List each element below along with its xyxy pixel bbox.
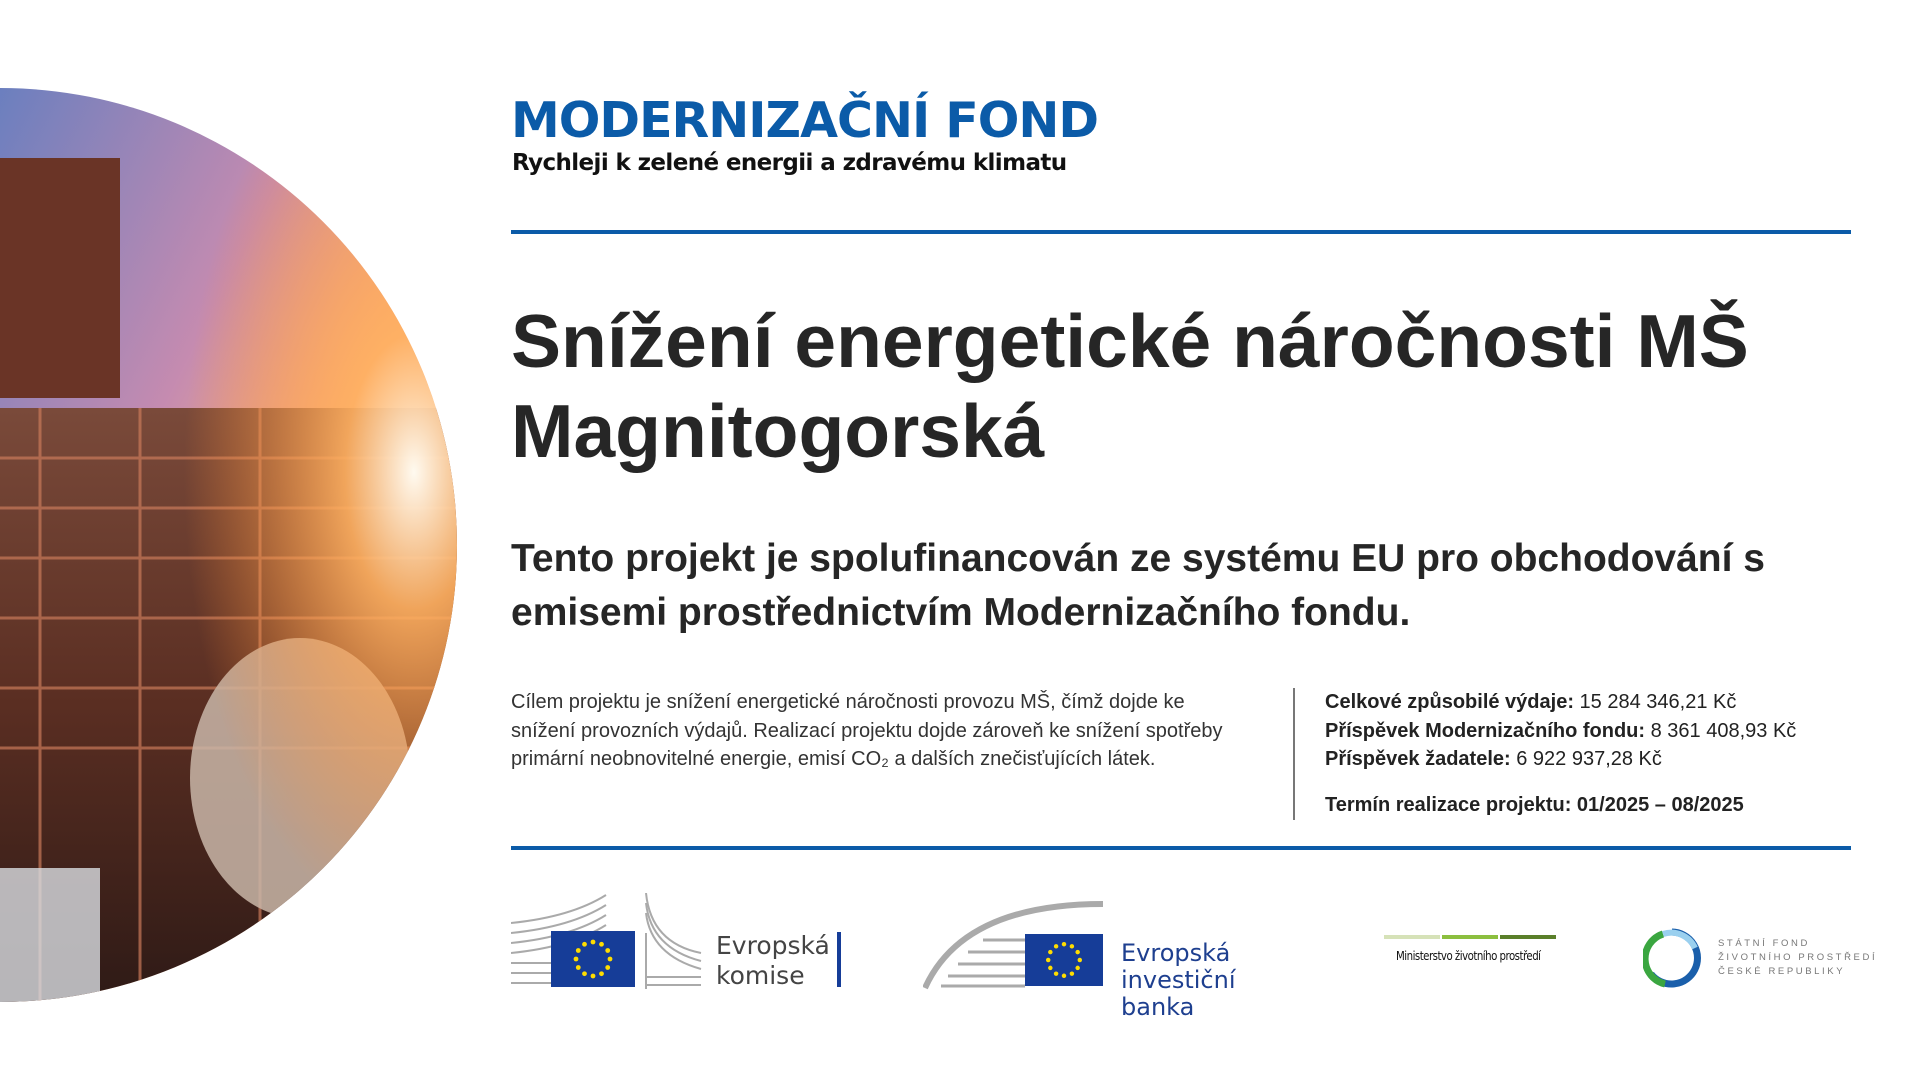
eu-star-icon: [605, 948, 611, 953]
eib-logo: Evropská investiční banka: [923, 898, 1313, 1021]
eu-star-icon: [599, 971, 604, 977]
eib-arch-icon: [923, 901, 1103, 990]
mzp-name: Ministerstvo životního prostředí: [1396, 949, 1541, 963]
eu-star-icon: [1069, 944, 1075, 949]
eu-star-icon: [590, 973, 596, 979]
finance-list: Celkové způsobilé výdaje: 15 284 346,21 …: [1325, 688, 1885, 774]
finance-value: 6 922 937,28 Kč: [1516, 748, 1662, 770]
sfzp-ring-icon: [1643, 928, 1701, 988]
eu-star-icon: [599, 941, 604, 947]
eu-star-icon: [1069, 971, 1075, 976]
sfzp-line1: STÁTNÍ FOND: [1718, 938, 1810, 949]
eu-star-icon: [1075, 949, 1080, 955]
eu-star-icon: [575, 965, 581, 970]
finance-value: 8 361 408,93 Kč: [1650, 719, 1797, 742]
ec-logo-bar: [837, 932, 841, 987]
mzp-bar: [1442, 935, 1498, 939]
eu-star-icon: [1053, 971, 1059, 976]
brand-logo-title: MODERNIZAČNÍ FOND: [511, 92, 1099, 149]
eu-star-icon: [575, 948, 581, 953]
eu-star-icon: [1053, 944, 1059, 949]
project-description: Cílem projektu je snížení energetické ná…: [511, 691, 1223, 770]
eu-star-icon: [582, 971, 587, 977]
eu-flag-icon: [551, 931, 635, 987]
eu-star-icon: [607, 956, 613, 962]
eu-star-icon: [1048, 949, 1053, 955]
industrial-plant-photo: [0, 88, 457, 1002]
finance-label: Celkové způsobilé výdaje:: [1325, 691, 1574, 713]
eu-star-icon: [1077, 957, 1083, 963]
eu-star-icon: [605, 965, 611, 970]
funding-statement: Tento projekt je spolufinancován ze syst…: [511, 537, 1765, 634]
eu-star-icon: [1048, 965, 1053, 971]
finance-value: 15 284 346,21 Kč: [1579, 691, 1737, 713]
eu-star-icon: [1045, 957, 1051, 963]
eib-name-line1: Evropská: [1121, 939, 1231, 967]
mzp-bar: [1500, 935, 1556, 939]
finance-item: Celkové způsobilé výdaje: 15 284 346,21 …: [1325, 688, 1885, 717]
eu-flag-icon: [1025, 934, 1103, 986]
eu-star-icon: [590, 939, 596, 945]
mzp-logo: Ministerstvo životního prostředí: [1384, 935, 1564, 975]
brand-tagline: Rychleji k zelené energii a zdravému kli…: [512, 150, 1067, 176]
sfzp-logo: STÁTNÍ FOND ŽIVOTNÍHO PROSTŘEDÍ ČESKÉ RE…: [1643, 928, 1875, 990]
finance-item: Příspěvek žadatele: 6 922 937,28 Kč: [1325, 745, 1885, 774]
eu-star-icon: [1061, 941, 1067, 947]
finance-label: Příspěvek žadatele:: [1325, 748, 1511, 770]
project-term: Termín realizace projektu: 01/2025 – 08/…: [1325, 794, 1744, 816]
sfzp-line3: ČESKÉ REPUBLIKY: [1718, 966, 1846, 977]
project-title: Snížení energetické náročnosti MŠ Magnit…: [511, 299, 1749, 473]
ec-name-line1: Evropská: [716, 931, 830, 960]
top-divider: [511, 230, 1851, 234]
eu-star-icon: [1061, 973, 1067, 979]
mzp-bar: [1384, 935, 1440, 939]
bottom-divider: [511, 846, 1851, 850]
finance-item: Příspěvek Modernizačního fondu: 8 361 40…: [1325, 717, 1885, 746]
ec-logo: Evropská komise: [511, 893, 846, 990]
eu-star-icon: [1075, 965, 1080, 971]
sfzp-line2: ŽIVOTNÍHO PROSTŘEDÍ: [1718, 952, 1878, 963]
eu-star-icon: [573, 956, 579, 962]
finance-label: Příspěvek Modernizačního fondu:: [1325, 719, 1646, 742]
eu-star-icon: [582, 941, 587, 947]
eib-name-line2: investiční banka: [1121, 966, 1236, 1021]
ec-name-line2: komise: [716, 961, 805, 990]
column-divider: [1293, 688, 1295, 820]
